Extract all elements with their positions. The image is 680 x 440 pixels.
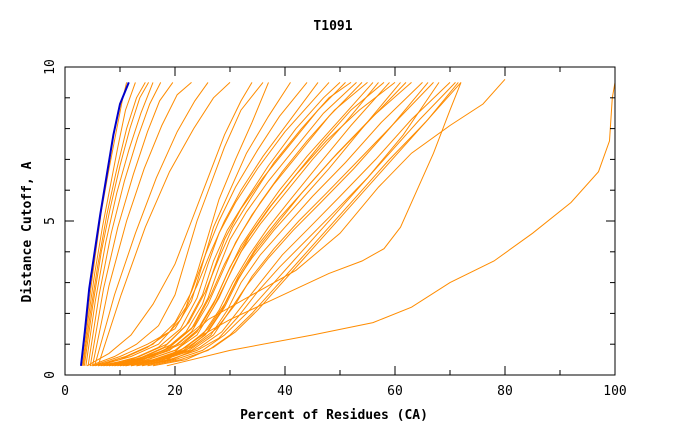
model-curve-1: [81, 82, 128, 366]
model-curve-20: [103, 81, 352, 367]
highlight-curve-line: [80, 82, 130, 366]
model-curve-41: [163, 78, 506, 364]
y-tick-label: 5: [43, 217, 58, 225]
model-curve-11: [86, 82, 253, 367]
model-curve-6: [87, 82, 162, 366]
x-axis-ticks: 0 20 40 60 80 100: [61, 67, 627, 399]
model-curve-3: [82, 82, 146, 366]
y-tick-label: 0: [43, 371, 58, 379]
model-curve-7: [89, 82, 174, 366]
x-tick-label: 100: [603, 384, 626, 399]
chart-title: T1091: [313, 19, 352, 34]
highlighted-curve: [80, 82, 130, 366]
model-curve-39: [152, 82, 459, 367]
y-axis-ticks: 0 5 10: [43, 59, 615, 379]
model-curve-30: [122, 82, 407, 367]
model-curve-16: [97, 82, 319, 367]
x-tick-label: 0: [61, 384, 69, 399]
model-curve-22: [108, 82, 363, 367]
y-tick-label: 10: [43, 59, 58, 75]
x-tick-label: 60: [387, 384, 403, 399]
model-curve-8: [92, 82, 192, 366]
model-curve-17: [97, 82, 330, 367]
model-curves: [81, 78, 616, 367]
y-axis-title: Distance Cutoff, A: [20, 161, 35, 302]
model-curve-32: [125, 82, 423, 367]
model-curve-36: [136, 82, 451, 367]
model-curve-18: [100, 82, 341, 367]
model-curve-2: [82, 82, 136, 366]
model-curve-23: [108, 82, 368, 367]
x-axis-title: Percent of Residues (CA): [240, 408, 428, 423]
model-curve-37: [141, 82, 456, 367]
model-curve-27: [117, 82, 390, 367]
model-curve-42: [166, 82, 616, 367]
x-tick-label: 80: [497, 384, 513, 399]
model-curve-21: [106, 82, 357, 367]
model-curve-13: [92, 82, 269, 367]
model-curve-4: [83, 82, 150, 366]
model-curve-10: [97, 82, 231, 366]
model-curve-34: [130, 82, 434, 367]
x-tick-label: 20: [167, 384, 183, 399]
model-curve-12: [89, 82, 264, 367]
model-curve-33: [130, 82, 429, 367]
model-curve-28: [119, 82, 396, 367]
model-curve-15: [95, 82, 308, 367]
x-tick-label: 40: [277, 384, 293, 399]
model-curve-14: [92, 82, 291, 367]
model-curve-26: [114, 82, 385, 367]
model-curve-9: [94, 82, 209, 366]
model-curve-5: [85, 82, 154, 366]
model-curve-40: [163, 82, 462, 364]
